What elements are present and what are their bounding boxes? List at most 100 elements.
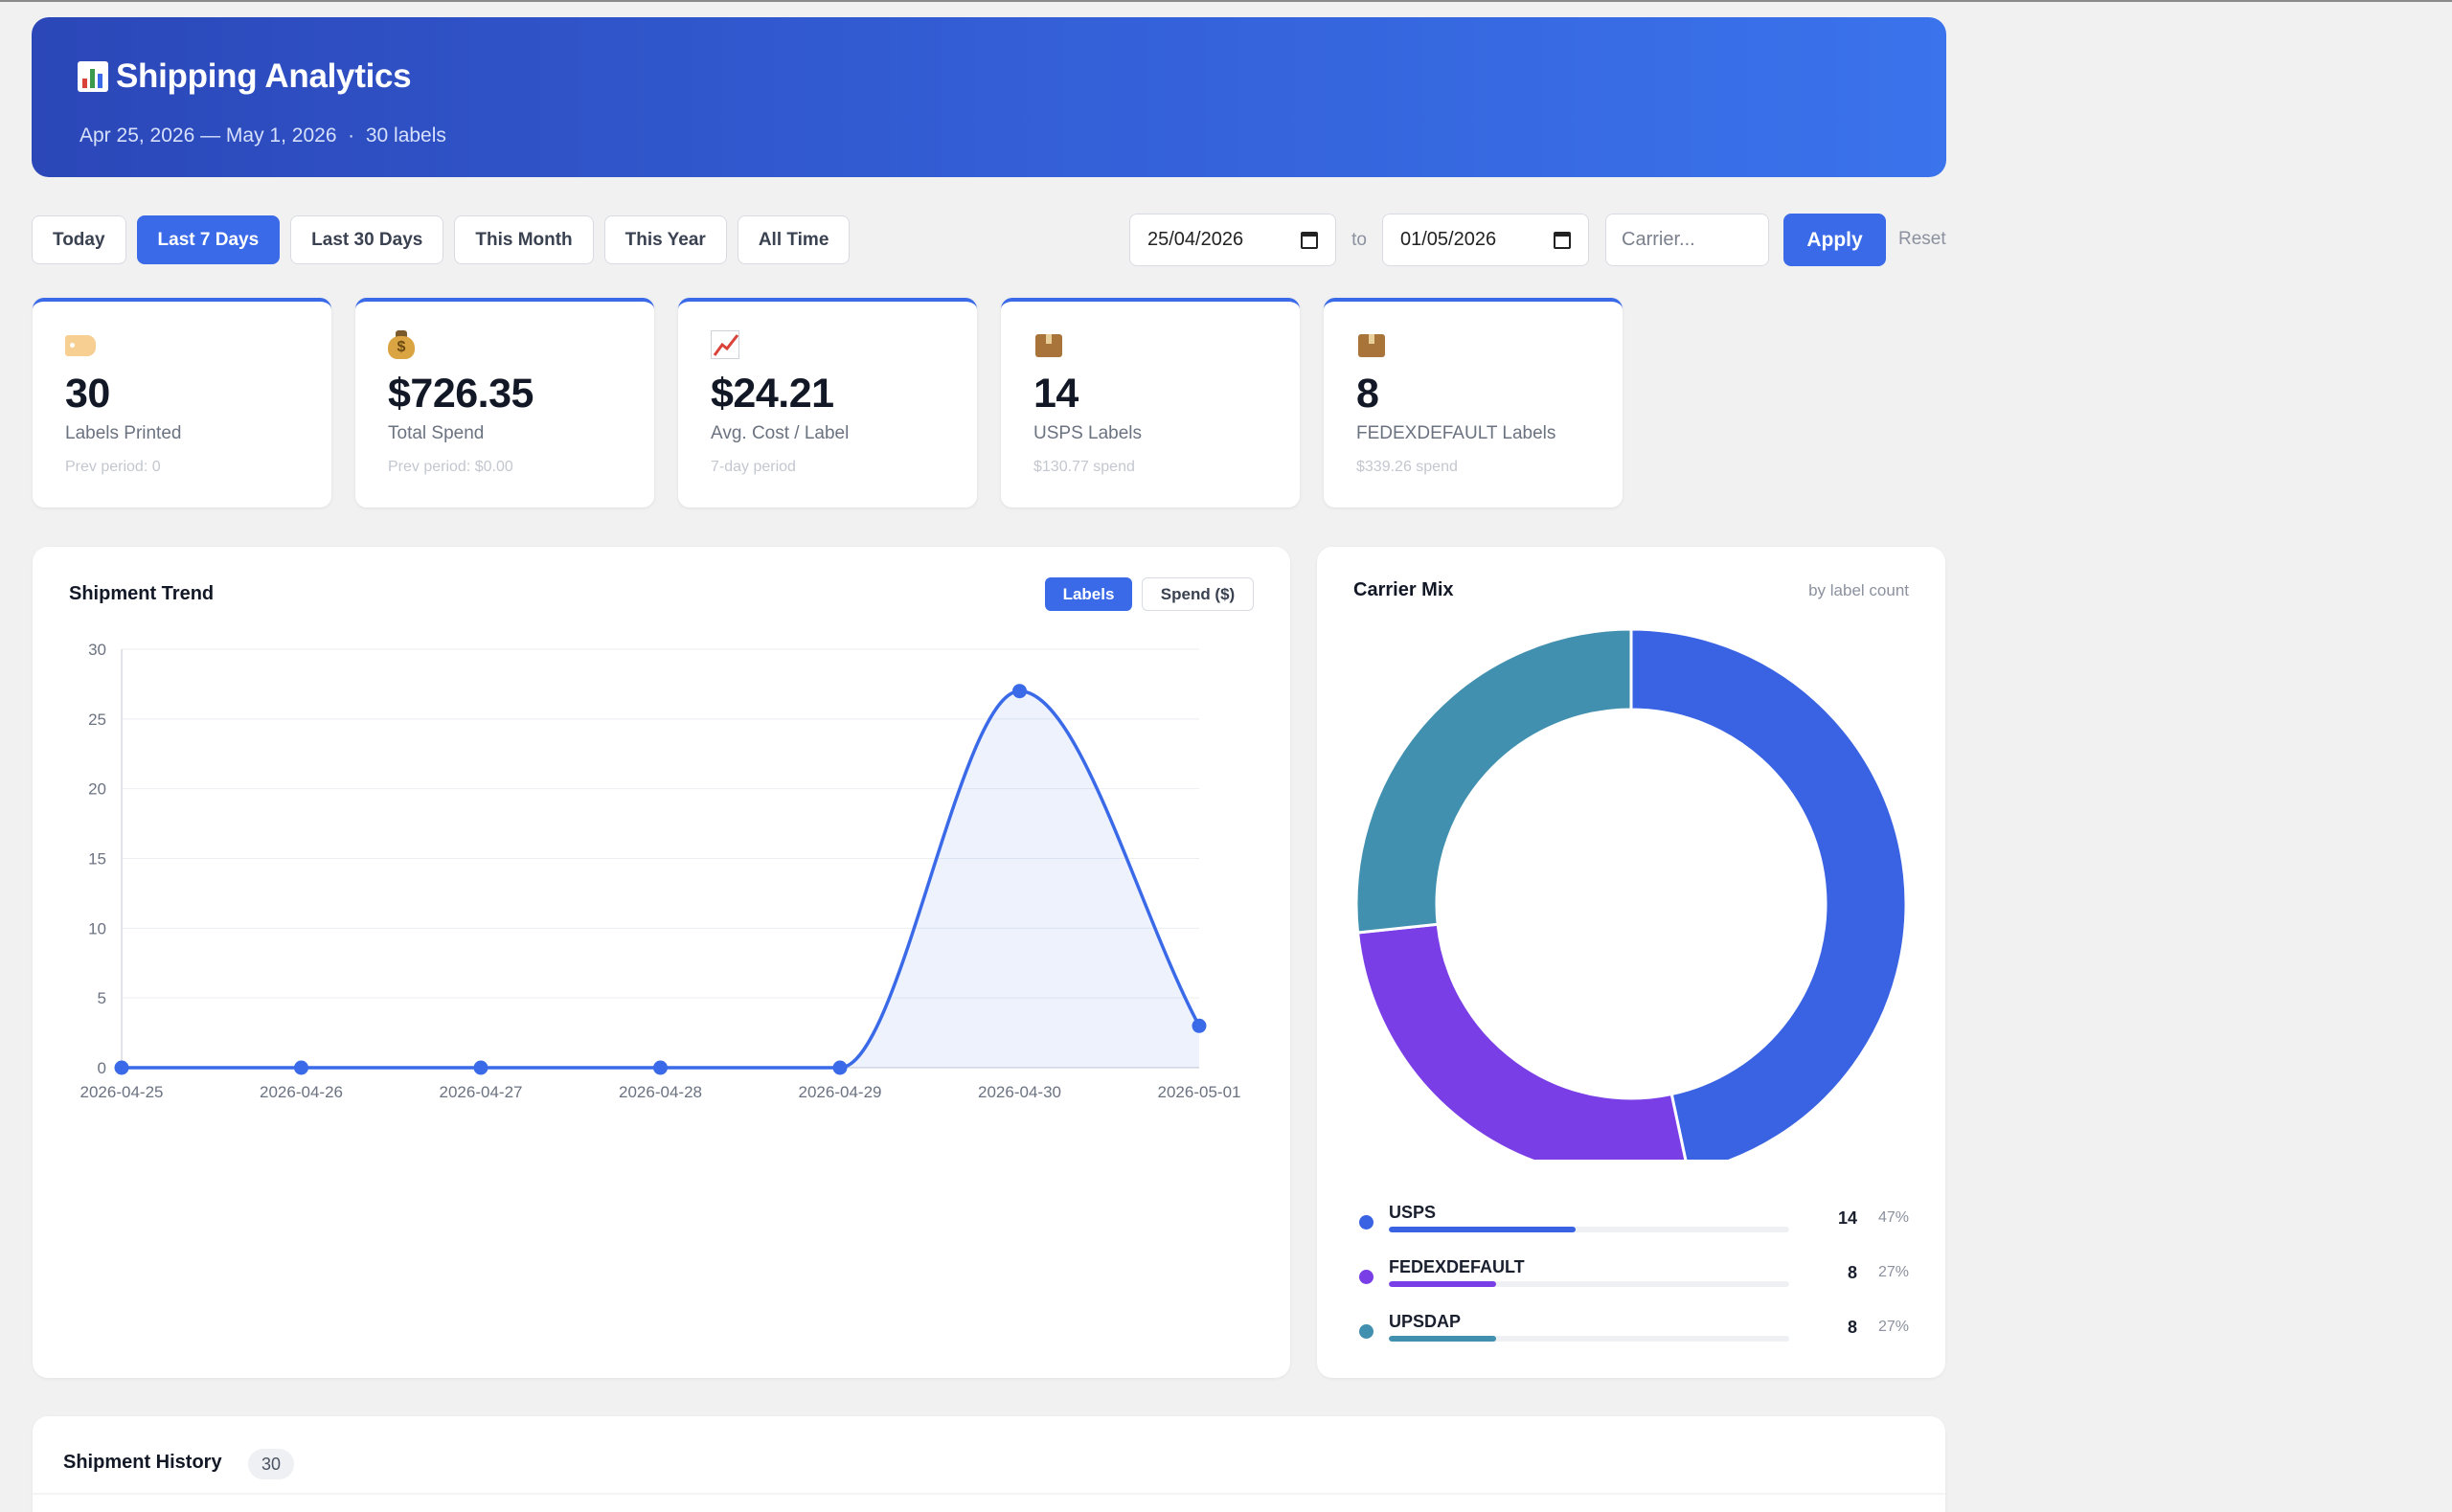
money-bag-icon (388, 330, 415, 359)
tag-icon (65, 335, 96, 356)
trend-point[interactable] (1192, 1018, 1207, 1033)
date-to-value: 01/05/2026 (1400, 229, 1497, 250)
legend-carrier-name: UPSDAP (1389, 1312, 1462, 1331)
chart-increasing-icon (711, 330, 739, 359)
history-divider (33, 1493, 1945, 1495)
apply-button[interactable]: Apply (1783, 214, 1886, 266)
x-tick-label: 2026-04-30 (978, 1083, 1061, 1101)
y-tick-label: 15 (88, 850, 106, 869)
carrier-mix-donut (1354, 627, 1908, 1160)
stat-card-avg-cost: $24.21 Avg. Cost / Label 7-day period (678, 298, 977, 508)
legend-carrier-name: USPS (1389, 1203, 1437, 1222)
legend-row-fedexdefault: FEDEXDEFAULT 8 27% (1359, 1257, 1915, 1296)
legend-dot (1359, 1215, 1374, 1230)
x-tick-label: 2026-04-27 (440, 1083, 523, 1101)
package-icon (1033, 330, 1064, 359)
stat-value: 30 (65, 371, 110, 417)
stat-subtext: 7-day period (711, 459, 796, 475)
legend-percent: 27% (1877, 1319, 1909, 1335)
legend-row-usps: USPS 14 47% (1359, 1203, 1915, 1241)
carrier-mix-subtitle: by label count (1808, 581, 1909, 599)
reset-link[interactable]: Reset (1898, 229, 1946, 249)
carrier-filter-input[interactable] (1605, 214, 1769, 266)
page-subtitle: Apr 25, 2026 — May 1, 2026 · 30 labels (79, 124, 446, 147)
preset-last-7-days-button[interactable]: Last 7 Days (136, 215, 281, 264)
trend-point[interactable] (832, 1060, 848, 1075)
y-tick-label: 25 (88, 711, 106, 729)
stat-label: FEDEXDEFAULT Labels (1356, 423, 1556, 443)
shipment-history-title: Shipment History (63, 1452, 222, 1473)
shipment-count-badge: 30 (248, 1449, 295, 1479)
legend-share-fill (1389, 1281, 1496, 1287)
legend-share-bar (1389, 1336, 1789, 1342)
legend-percent: 47% (1877, 1209, 1909, 1226)
preset-last-30-days-button[interactable]: Last 30 Days (290, 215, 444, 264)
shipment-trend-chart: 0 5 10 15 20 25 30 2026-04-25 2026-04-26 2026-04-… (80, 641, 1241, 1101)
y-tick-label: 0 (98, 1059, 106, 1077)
y-tick-label: 10 (88, 919, 106, 937)
legend-carrier-name: FEDEXDEFAULT (1389, 1257, 1525, 1276)
preset-all-time-button[interactable]: All Time (737, 215, 851, 264)
calendar-icon[interactable] (1554, 231, 1571, 249)
date-from-input[interactable]: 25/04/2026 (1129, 214, 1336, 266)
stat-label: USPS Labels (1033, 423, 1143, 443)
stat-subtext: Prev period: $0.00 (388, 459, 513, 475)
date-from-value: 25/04/2026 (1147, 229, 1244, 250)
page-title-text: Shipping Analytics (116, 57, 412, 95)
legend-count: 8 (1847, 1263, 1857, 1282)
package-icon (1356, 330, 1387, 359)
trend-point[interactable] (653, 1060, 668, 1075)
legend-share-bar (1389, 1227, 1789, 1232)
stat-value: 8 (1356, 371, 1379, 417)
page-header: Shipping Analytics Apr 25, 2026 — May 1,… (32, 17, 1946, 177)
bar-chart-icon (78, 61, 108, 92)
date-range-separator: to (1351, 229, 1367, 250)
y-tick-label: 5 (98, 989, 106, 1007)
x-tick-label: 2026-04-25 (80, 1083, 164, 1101)
preset-this-month-button[interactable]: This Month (454, 215, 594, 264)
legend-count: 8 (1847, 1318, 1857, 1337)
preset-today-button[interactable]: Today (32, 215, 126, 264)
y-tick-label: 30 (88, 641, 106, 659)
x-tick-label: 2026-05-01 (1158, 1083, 1241, 1101)
trend-area (122, 690, 1199, 1068)
trend-toggle-spend[interactable]: Spend ($) (1142, 577, 1254, 611)
shipment-history-panel: Shipment History 30 (33, 1416, 1945, 1512)
window-top-edge (0, 0, 2452, 2)
donut-slice-usps[interactable] (1629, 627, 1908, 1160)
stat-subtext: Prev period: 0 (65, 459, 161, 475)
shipment-trend-panel: Shipment Trend Labels Spend ($) 0 5 10 15 20… (33, 547, 1290, 1378)
stat-subtext: $339.26 spend (1356, 459, 1458, 475)
legend-share-bar (1389, 1281, 1789, 1287)
legend-row-upsdap: UPSDAP 8 27% (1359, 1312, 1915, 1350)
trend-point[interactable] (473, 1060, 488, 1075)
trend-toggle-labels[interactable]: Labels (1045, 577, 1132, 611)
date-range: 25/04/2026 to 01/05/2026 (1129, 214, 1589, 266)
trend-point[interactable] (114, 1060, 129, 1075)
stat-label: Labels Printed (65, 423, 182, 443)
preset-filter-bar: Today Last 7 Days Last 30 Days This Mont… (32, 215, 851, 264)
carrier-mix-panel: Carrier Mix by label count USPS 14 47% FEDE… (1317, 547, 1945, 1378)
legend-percent: 27% (1877, 1264, 1909, 1280)
stat-value: $24.21 (711, 371, 834, 417)
stat-value: 14 (1033, 371, 1078, 417)
donut-slice-fedexdefault[interactable] (1355, 922, 1689, 1160)
legend-share-fill (1389, 1227, 1577, 1232)
legend-count: 14 (1837, 1208, 1857, 1228)
stat-value: $726.35 (388, 371, 534, 417)
shipment-trend-title: Shipment Trend (69, 583, 215, 604)
stat-label: Avg. Cost / Label (711, 423, 850, 443)
stat-label: Total Spend (388, 423, 485, 443)
trend-point[interactable] (1012, 684, 1027, 699)
stat-card-usps-labels: 14 USPS Labels $130.77 spend (1001, 298, 1300, 508)
preset-this-year-button[interactable]: This Year (603, 215, 727, 264)
legend-dot (1359, 1270, 1374, 1284)
x-tick-label: 2026-04-28 (619, 1083, 702, 1101)
x-tick-label: 2026-04-26 (260, 1083, 343, 1101)
trend-point[interactable] (294, 1060, 308, 1075)
calendar-icon[interactable] (1301, 231, 1318, 249)
date-to-input[interactable]: 01/05/2026 (1382, 214, 1589, 266)
stat-card-total-spend: $726.35 Total Spend Prev period: $0.00 (355, 298, 654, 508)
donut-slice-upsdap[interactable] (1354, 627, 1633, 935)
trend-line (122, 688, 1201, 1070)
